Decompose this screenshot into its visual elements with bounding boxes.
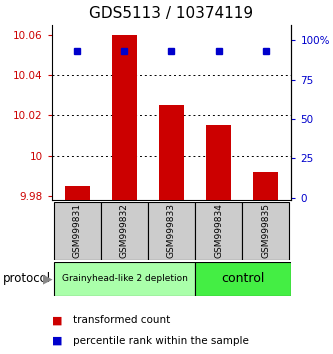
Text: ■: ■ bbox=[52, 315, 62, 325]
Text: GSM999834: GSM999834 bbox=[214, 204, 223, 258]
Text: Grainyhead-like 2 depletion: Grainyhead-like 2 depletion bbox=[62, 274, 187, 283]
Bar bbox=[65, 186, 90, 200]
Text: protocol: protocol bbox=[3, 272, 52, 285]
Text: GSM999831: GSM999831 bbox=[73, 204, 82, 258]
Title: GDS5113 / 10374119: GDS5113 / 10374119 bbox=[90, 6, 253, 21]
Bar bbox=[101, 202, 148, 260]
Bar bbox=[54, 202, 101, 260]
Bar bbox=[54, 262, 195, 296]
Text: ▶: ▶ bbox=[43, 272, 53, 285]
Bar bbox=[242, 202, 289, 260]
Text: GSM999833: GSM999833 bbox=[167, 204, 176, 258]
Text: percentile rank within the sample: percentile rank within the sample bbox=[73, 336, 249, 346]
Text: GSM999832: GSM999832 bbox=[120, 204, 129, 258]
Bar bbox=[195, 262, 291, 296]
Bar bbox=[195, 202, 242, 260]
Text: transformed count: transformed count bbox=[73, 315, 170, 325]
Text: GSM999835: GSM999835 bbox=[261, 204, 270, 258]
Text: control: control bbox=[221, 272, 265, 285]
Bar bbox=[205, 125, 231, 200]
Text: ■: ■ bbox=[52, 336, 62, 346]
Bar bbox=[112, 35, 138, 200]
Bar bbox=[253, 172, 278, 200]
Bar bbox=[148, 202, 195, 260]
Bar bbox=[159, 105, 184, 200]
